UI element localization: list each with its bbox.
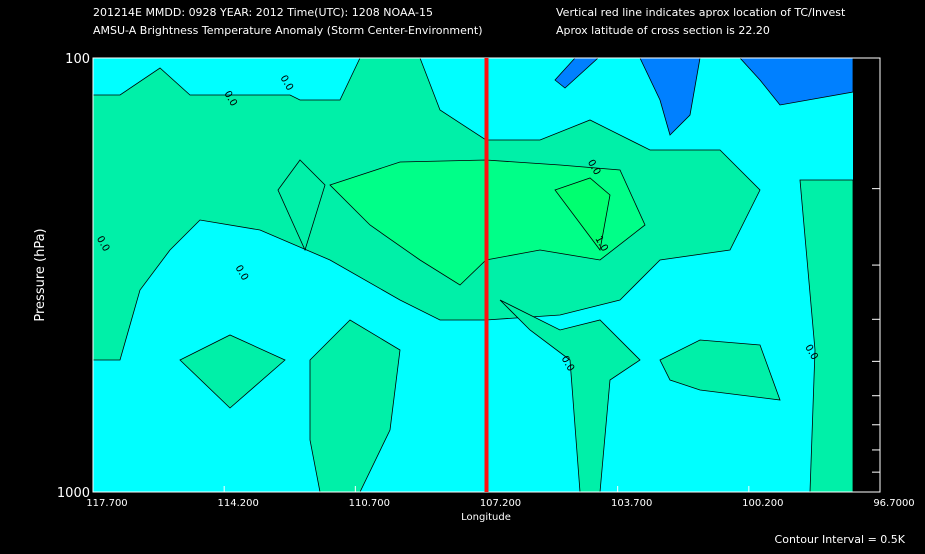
x-tick-label: 117.700 [86,498,127,509]
x-tick-label: 100.200 [742,498,783,509]
contour-region [499,299,641,493]
header-left: AMSU-A Brightness Temperature Anomaly (S… [93,24,483,37]
y-tick-label: 100 [65,52,90,67]
contour-region [277,159,326,252]
x-tick-label: 114.200 [217,498,258,509]
contour-fills [92,57,854,493]
x-tick-label: 107.200 [480,498,521,509]
header-right: Vertical red line indicates aprox locati… [556,6,846,19]
footer-note: Contour Interval = 0.5K [775,533,906,546]
y-axis-label: Pressure (hPa) [33,228,48,321]
contour-region [179,334,286,409]
contour-region [309,319,401,493]
header-left: 201214E MMDD: 0928 YEAR: 2012 Time(UTC):… [93,6,433,19]
x-tick-label: 110.700 [349,498,390,509]
y-tick-label: 1000 [57,486,90,501]
contour-region [659,339,781,401]
x-tick-label: 96.7000 [873,498,914,509]
x-axis-label: Longitude [461,512,511,523]
contour-region [554,177,611,251]
x-tick-label: 103.700 [611,498,652,509]
header-right: Aprox latitude of cross section is 22.20 [556,24,770,37]
